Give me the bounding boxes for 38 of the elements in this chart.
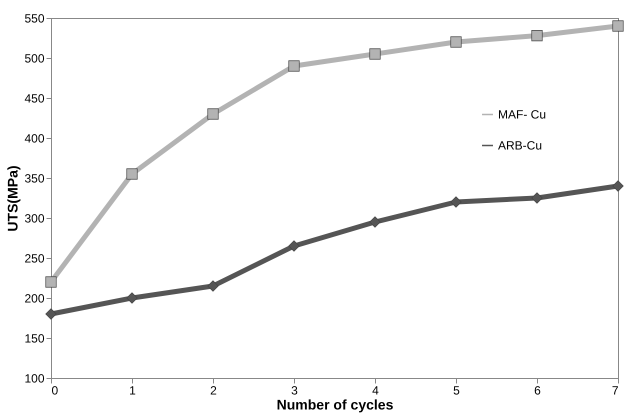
point [45,276,57,288]
x-tick-label: 7 [612,384,619,398]
x-axis-title: Number of cycles [276,396,394,412]
point [126,292,138,304]
point [207,108,219,120]
y-tick-label: 450 [24,92,45,106]
point [288,60,300,72]
point [126,168,138,180]
point [612,180,624,192]
y-tick-label: 400 [24,132,45,146]
y-axis-title: UTS(MPa) [4,165,20,232]
y-tick-label: 350 [24,172,45,186]
point [369,216,381,228]
x-tick-label: 5 [453,384,460,398]
x-tick-label: 4 [372,384,380,398]
point [450,36,462,48]
y-tick-label: 200 [24,292,45,306]
y-tick-label: 300 [24,212,45,226]
legend-label: ARB-Cu [498,138,542,152]
point [45,308,57,320]
x-tick-label: 2 [210,384,218,398]
point [612,20,624,32]
point [288,240,300,252]
y-tick-label: 550 [24,12,45,26]
point [531,30,543,42]
x-tick-label: 6 [534,384,542,398]
legend-label: MAF- Cu [498,108,546,122]
point [369,48,381,60]
y-tick-label: 100 [24,372,45,386]
y-tick-label: 500 [24,52,45,66]
x-tick-label: 1 [129,384,136,398]
point [531,192,543,204]
y-tick-label: 150 [24,332,45,346]
point [450,196,462,208]
point [207,280,219,292]
x-tick-label: 0 [52,384,58,398]
y-tick-label: 250 [24,252,45,266]
x-tick-label: 3 [291,384,298,398]
